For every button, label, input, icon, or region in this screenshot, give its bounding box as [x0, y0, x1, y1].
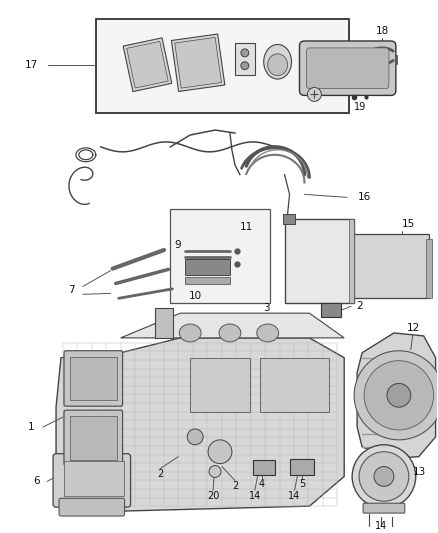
- Circle shape: [374, 466, 394, 486]
- FancyBboxPatch shape: [59, 498, 124, 516]
- Polygon shape: [120, 313, 344, 338]
- Bar: [185, 277, 230, 285]
- Bar: [235, 43, 255, 75]
- Text: 9: 9: [174, 240, 180, 250]
- Bar: [185, 259, 230, 274]
- Ellipse shape: [264, 44, 292, 79]
- Text: 12: 12: [407, 323, 420, 333]
- Bar: [349, 219, 354, 303]
- Bar: [96, 19, 349, 113]
- Bar: [253, 459, 275, 475]
- Text: 11: 11: [240, 222, 254, 232]
- FancyBboxPatch shape: [64, 351, 123, 406]
- Text: 15: 15: [402, 219, 415, 229]
- Bar: [127, 42, 168, 88]
- Polygon shape: [56, 338, 344, 511]
- Bar: [175, 37, 222, 88]
- Bar: [170, 209, 270, 303]
- Text: 8: 8: [396, 249, 402, 259]
- Circle shape: [354, 351, 438, 440]
- Text: 20: 20: [207, 491, 219, 501]
- Ellipse shape: [257, 324, 279, 342]
- Text: 2: 2: [157, 470, 163, 480]
- Circle shape: [352, 445, 416, 508]
- Text: 14: 14: [375, 521, 387, 531]
- Circle shape: [241, 49, 249, 57]
- Bar: [283, 214, 294, 224]
- Bar: [285, 219, 354, 303]
- Text: 14: 14: [288, 491, 300, 501]
- FancyBboxPatch shape: [300, 41, 396, 95]
- Bar: [260, 358, 329, 412]
- Circle shape: [208, 440, 232, 464]
- Circle shape: [187, 429, 203, 445]
- FancyBboxPatch shape: [307, 48, 389, 88]
- Bar: [155, 308, 173, 338]
- Circle shape: [387, 383, 411, 407]
- Circle shape: [359, 452, 409, 501]
- Bar: [123, 38, 172, 92]
- Text: 16: 16: [357, 192, 371, 203]
- FancyBboxPatch shape: [64, 410, 123, 466]
- Bar: [70, 416, 117, 459]
- Ellipse shape: [179, 324, 201, 342]
- Bar: [64, 461, 124, 496]
- Text: 5: 5: [299, 479, 306, 489]
- Text: 6: 6: [33, 477, 39, 487]
- Bar: [426, 239, 431, 298]
- Bar: [354, 234, 429, 298]
- Ellipse shape: [268, 54, 288, 76]
- Circle shape: [241, 62, 249, 70]
- Bar: [321, 303, 341, 317]
- Polygon shape: [357, 333, 436, 459]
- Text: 18: 18: [375, 26, 389, 36]
- FancyBboxPatch shape: [363, 503, 405, 513]
- Bar: [171, 34, 225, 92]
- Bar: [290, 459, 314, 475]
- Text: 7: 7: [67, 285, 74, 295]
- Text: 2: 2: [356, 301, 362, 311]
- Text: 10: 10: [189, 292, 202, 301]
- Text: 13: 13: [413, 466, 426, 477]
- Bar: [190, 358, 250, 412]
- Ellipse shape: [219, 324, 241, 342]
- Text: 17: 17: [25, 60, 38, 70]
- Circle shape: [209, 466, 221, 478]
- Circle shape: [307, 87, 321, 101]
- Bar: [70, 357, 117, 400]
- Text: 19: 19: [354, 102, 366, 112]
- Circle shape: [364, 361, 434, 430]
- Text: 2: 2: [232, 481, 238, 491]
- Text: 1: 1: [28, 422, 35, 432]
- Text: 4: 4: [259, 479, 265, 489]
- Text: 3: 3: [263, 303, 270, 313]
- FancyBboxPatch shape: [53, 454, 131, 507]
- Text: 14: 14: [249, 491, 261, 501]
